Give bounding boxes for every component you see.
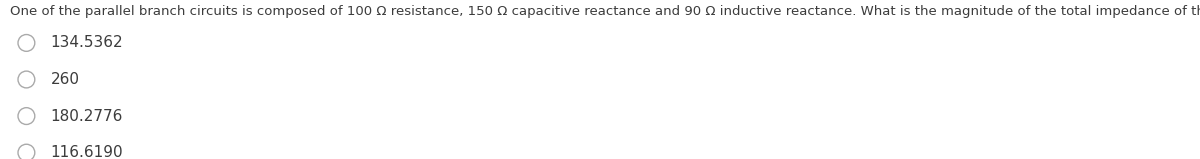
Text: One of the parallel branch circuits is composed of 100 Ω resistance, 150 Ω capac: One of the parallel branch circuits is c… — [10, 5, 1200, 18]
Text: 116.6190: 116.6190 — [50, 145, 124, 159]
Text: 180.2776: 180.2776 — [50, 109, 122, 124]
Text: 260: 260 — [50, 72, 79, 87]
Text: 134.5362: 134.5362 — [50, 35, 124, 50]
